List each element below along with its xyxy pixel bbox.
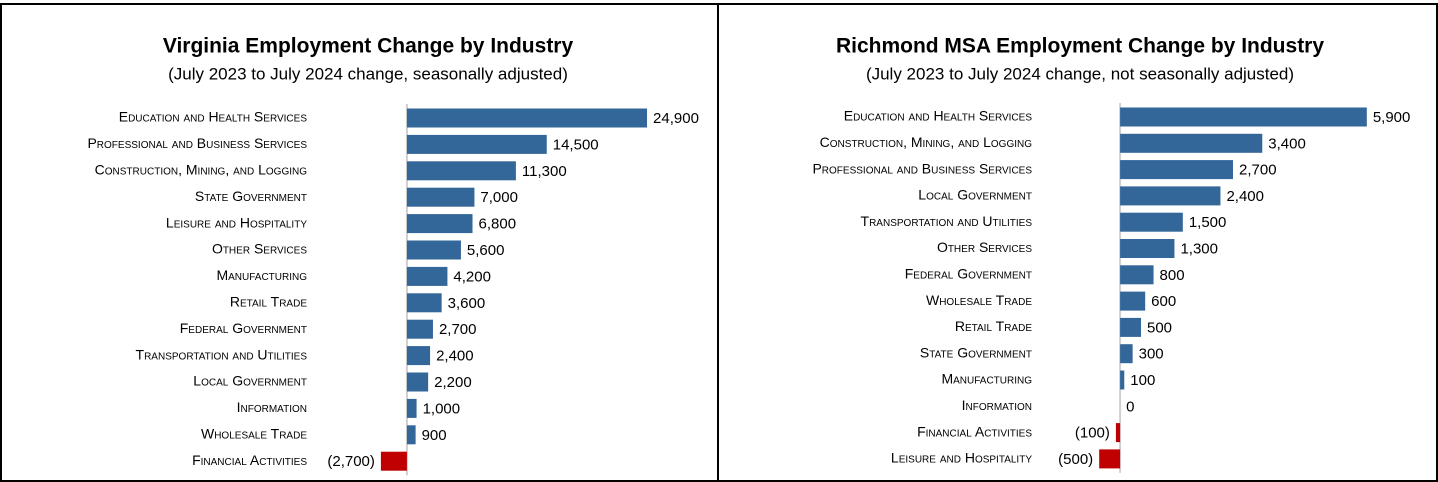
bar bbox=[406, 240, 461, 260]
value-label: 100 bbox=[1130, 372, 1155, 389]
bar bbox=[406, 425, 416, 445]
category-label: Financial Activities bbox=[192, 452, 307, 468]
category-label: Professional and Business Services bbox=[812, 160, 1032, 176]
category-label: Construction, Mining, and Logging bbox=[95, 162, 308, 178]
category-label: Retail Trade bbox=[955, 318, 1032, 334]
bar bbox=[406, 161, 516, 181]
bar bbox=[406, 214, 473, 234]
category-label: Other Services bbox=[937, 239, 1032, 255]
bar bbox=[1120, 291, 1146, 311]
category-label: Leisure and Hospitality bbox=[891, 450, 1032, 466]
value-label: 1,500 bbox=[1189, 214, 1227, 231]
category-label: Information bbox=[962, 397, 1032, 413]
category-label: State Government bbox=[920, 344, 1032, 360]
value-label: 2,200 bbox=[434, 374, 472, 391]
value-label: 900 bbox=[422, 427, 447, 444]
value-label: 1,000 bbox=[423, 400, 461, 417]
bar bbox=[1115, 423, 1121, 443]
value-label: (500) bbox=[1058, 451, 1093, 468]
bar bbox=[1120, 212, 1183, 232]
category-label: Professional and Business Services bbox=[87, 135, 307, 151]
bar bbox=[380, 451, 407, 471]
bar bbox=[1120, 239, 1175, 258]
value-label: 7,000 bbox=[480, 189, 518, 206]
bar bbox=[1120, 186, 1221, 206]
value-label: 0 bbox=[1126, 398, 1134, 415]
bar bbox=[1099, 449, 1121, 469]
category-label: State Government bbox=[195, 188, 307, 204]
value-label: 2,400 bbox=[436, 348, 474, 365]
bar bbox=[406, 187, 475, 207]
chart-title: Virginia Employment Change by Industry bbox=[163, 35, 574, 58]
value-label: 500 bbox=[1147, 319, 1172, 336]
category-label: Financial Activities bbox=[917, 423, 1032, 439]
chart-subtitle: (July 2023 to July 2024 change, not seas… bbox=[866, 64, 1294, 83]
bar bbox=[406, 319, 433, 339]
value-label: 600 bbox=[1151, 293, 1176, 310]
category-label: Manufacturing bbox=[941, 371, 1032, 387]
category-label: Local Government bbox=[193, 373, 307, 389]
category-label: Education and Health Services bbox=[844, 108, 1033, 124]
category-label: Manufacturing bbox=[216, 267, 307, 283]
value-label: 14,500 bbox=[553, 136, 599, 153]
chart-subtitle: (July 2023 to July 2024 change, seasonal… bbox=[168, 64, 568, 83]
bar bbox=[406, 372, 429, 392]
bar bbox=[406, 108, 648, 128]
value-label: 11,300 bbox=[522, 163, 567, 180]
category-label: Retail Trade bbox=[230, 294, 307, 310]
bar bbox=[1120, 344, 1133, 364]
bar bbox=[1120, 160, 1233, 180]
value-label: 300 bbox=[1139, 346, 1164, 363]
category-label: Transportation and Utilities bbox=[861, 213, 1033, 229]
bar bbox=[406, 266, 448, 286]
bar bbox=[406, 293, 442, 313]
value-label: 5,900 bbox=[1373, 109, 1411, 126]
value-label: 4,200 bbox=[453, 268, 491, 285]
category-label: Wholesale Trade bbox=[201, 426, 307, 442]
value-label: (100) bbox=[1075, 425, 1110, 442]
category-label: Information bbox=[237, 399, 307, 415]
value-label: 2,400 bbox=[1226, 188, 1264, 205]
value-label: (2,700) bbox=[327, 453, 375, 470]
bar bbox=[1120, 107, 1367, 127]
category-label: Wholesale Trade bbox=[926, 292, 1032, 308]
value-label: 3,600 bbox=[448, 295, 486, 312]
category-label: Local Government bbox=[918, 187, 1032, 203]
category-label: Leisure and Hospitality bbox=[166, 214, 307, 230]
chart-title: Richmond MSA Employment Change by Indust… bbox=[836, 35, 1324, 58]
bar bbox=[406, 398, 417, 418]
value-label: 2,700 bbox=[439, 321, 477, 338]
category-label: Transportation and Utilities bbox=[136, 346, 308, 362]
value-label: 3,400 bbox=[1268, 135, 1306, 152]
bar bbox=[1120, 133, 1263, 153]
value-label: 24,900 bbox=[653, 110, 699, 127]
value-label: 6,800 bbox=[479, 216, 517, 233]
bar bbox=[406, 346, 431, 366]
bar bbox=[1120, 265, 1154, 285]
category-label: Construction, Mining, and Logging bbox=[820, 134, 1033, 150]
bar bbox=[406, 134, 547, 154]
value-label: 1,300 bbox=[1180, 240, 1218, 257]
category-label: Other Services bbox=[212, 241, 307, 257]
bar bbox=[1120, 317, 1141, 337]
category-label: Federal Government bbox=[905, 266, 1032, 282]
value-label: 5,600 bbox=[467, 242, 505, 259]
category-label: Federal Government bbox=[180, 320, 307, 336]
value-label: 800 bbox=[1160, 267, 1185, 284]
bar bbox=[1120, 370, 1125, 390]
value-label: 2,700 bbox=[1239, 162, 1277, 179]
category-label: Education and Health Services bbox=[119, 109, 308, 125]
